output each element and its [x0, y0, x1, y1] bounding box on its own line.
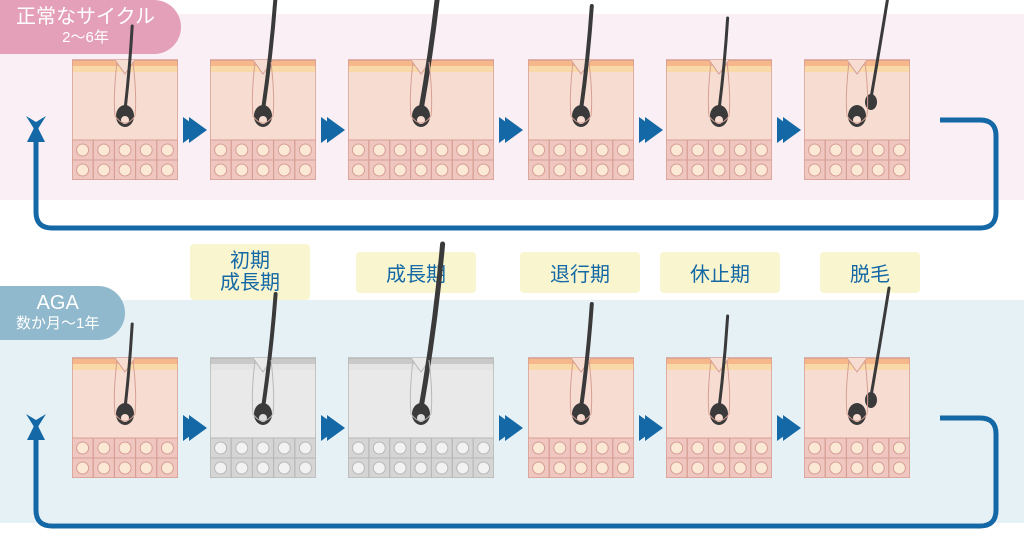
aga-cycle-row: AGA 数か月〜1年 初期 成長期成長期退行期休止期脱毛: [0, 250, 1024, 523]
normal-cycle-row: 正常なサイクル 2〜6年: [0, 0, 1024, 200]
row1-loop-arrow: [0, 0, 1024, 260]
row2-loop-arrow: [0, 250, 1024, 550]
